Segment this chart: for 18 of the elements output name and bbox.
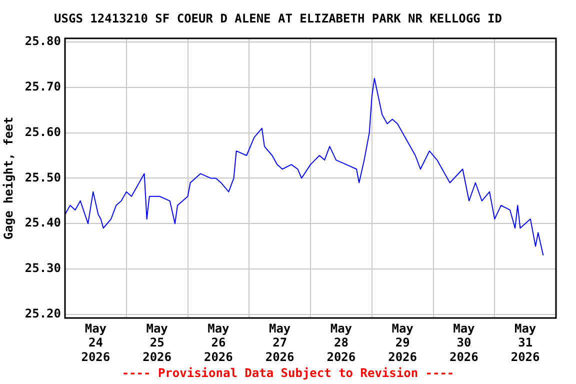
x-tick-label: May 30 2026 <box>449 321 478 364</box>
x-tick-label: May 24 2026 <box>81 321 110 364</box>
y-axis-title: Gage height, feet <box>1 116 16 240</box>
x-tick-label: May 26 2026 <box>204 321 233 364</box>
y-tick-label: 25.80 <box>24 34 61 48</box>
y-tick-label: 25.70 <box>24 80 61 94</box>
x-tick-label: May 29 2026 <box>388 321 418 364</box>
y-tick-label: 25.50 <box>24 170 61 184</box>
y-tick-label: 25.60 <box>24 124 61 139</box>
text: ---- Provisional Data Subject to Revision ---- <box>120 366 456 380</box>
chart-title: USGS 12413210 SF COEUR D ALENE AT ELIZABETH PARK NR KELLOGG ID <box>54 11 502 26</box>
x-tick-label: May 25 2026 <box>142 321 172 364</box>
y-tick-label: 25.20 <box>24 306 61 320</box>
x-tick-label: May 28 2026 <box>326 321 356 364</box>
y-tick-label: 25.40 <box>24 216 61 230</box>
x-tick-label: May 27 2026 <box>265 321 294 364</box>
y-tick-label: 25.30 <box>24 261 61 276</box>
x-tick-label: May 31 2026 <box>510 321 540 364</box>
